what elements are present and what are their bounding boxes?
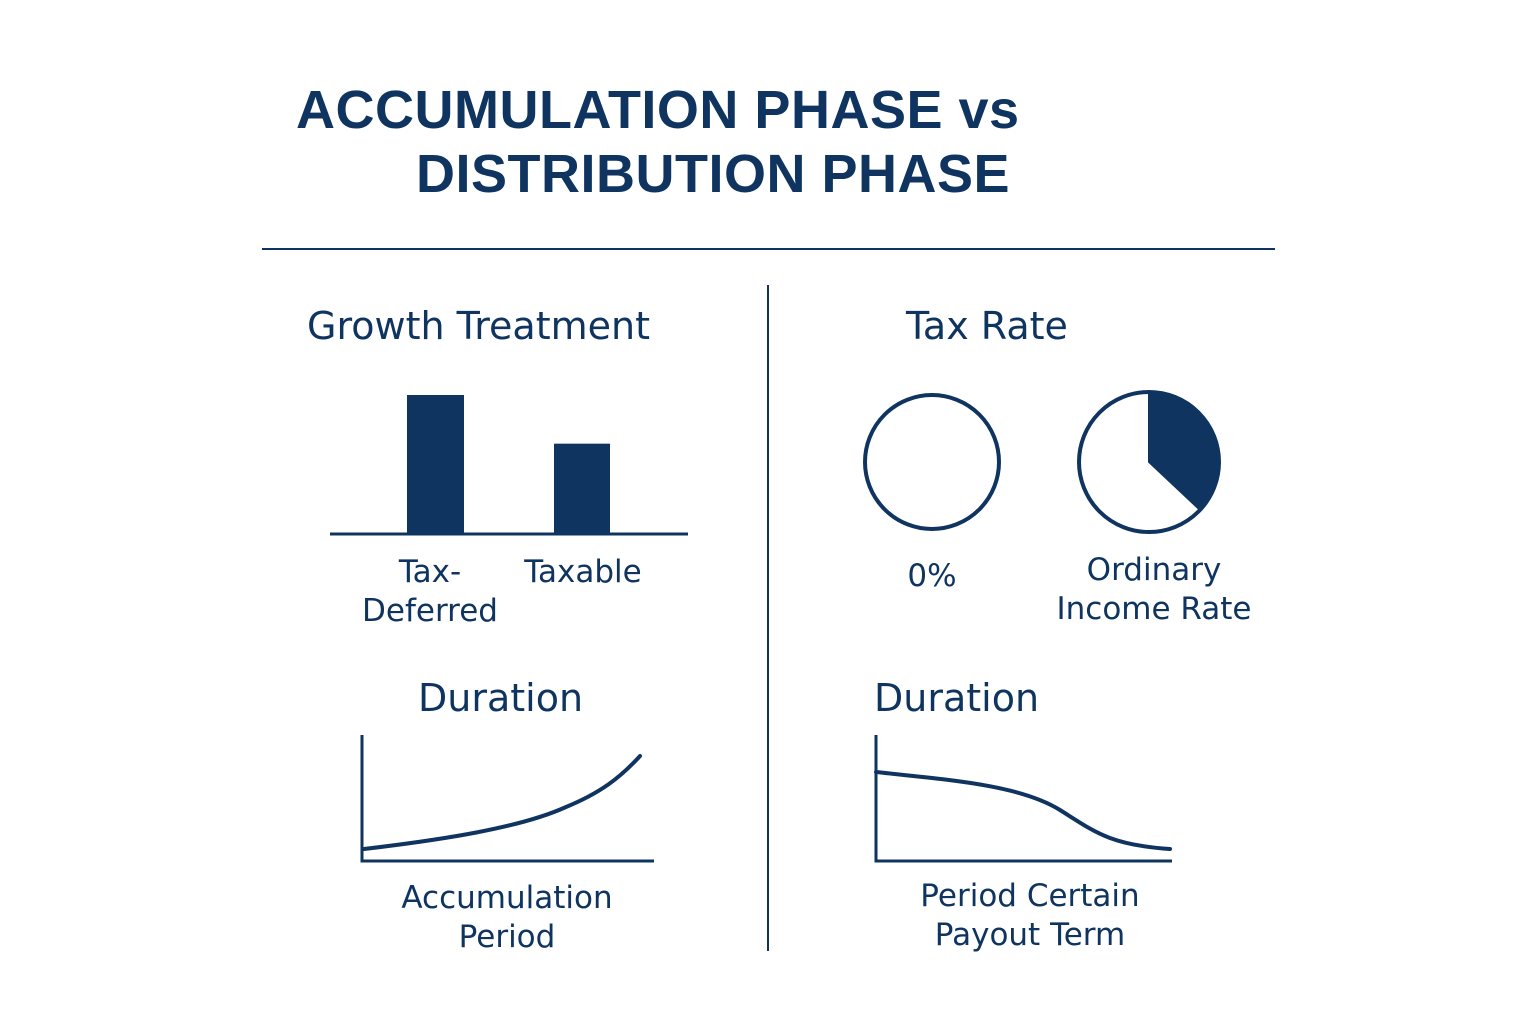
pie-label-ordinary-income: Ordinary Income Rate <box>1042 551 1266 629</box>
pie-zero-percent <box>863 393 1001 531</box>
duration-heading-accumulation: Duration <box>418 676 584 720</box>
bar-label-tax-deferred-line1: Tax- <box>398 554 462 590</box>
accumulation-duration-chart <box>360 735 654 863</box>
distribution-axes <box>874 735 1172 863</box>
pie-label-ordinary-income-line2: Income Rate <box>1056 591 1252 627</box>
diagram-title-line2: DISTRIBUTION PHASE <box>416 144 1011 204</box>
growth-bar-chart <box>330 395 688 536</box>
diagram-title-line1: ACCUMULATION PHASE vs <box>296 80 1020 140</box>
accumulation-axes <box>360 735 654 863</box>
pie-label-zero-percent: 0% <box>907 558 957 594</box>
duration-heading-distribution: Duration <box>874 676 1040 720</box>
title-divider <box>262 248 1275 250</box>
payout-term-label-line2: Payout Term <box>934 917 1126 953</box>
accumulation-period-label-line2: Period <box>458 919 556 955</box>
bar-taxable <box>554 443 610 534</box>
bar-label-tax-deferred-line2: Deferred <box>362 593 498 629</box>
payout-term-label: Period Certain Payout Term <box>896 877 1164 955</box>
distribution-decline-curve <box>874 770 1172 851</box>
accumulation-period-label: Accumulation Period <box>376 879 638 957</box>
distribution-duration-chart <box>874 735 1172 863</box>
bar-tax-deferred <box>407 395 464 534</box>
accumulation-period-label-line1: Accumulation <box>401 880 613 916</box>
tax-rate-pies <box>863 390 1221 534</box>
pie-label-ordinary-income-line1: Ordinary <box>1086 552 1222 588</box>
growth-treatment-heading: Growth Treatment <box>307 304 650 348</box>
pie-ordinary-income-slice <box>1148 390 1220 512</box>
payout-term-label-line1: Period Certain <box>920 878 1140 914</box>
tax-rate-heading: Tax Rate <box>906 304 1068 348</box>
accumulation-growth-curve <box>362 754 642 851</box>
bar-label-taxable: Taxable <box>524 554 642 590</box>
bar-label-tax-deferred: Tax- Deferred <box>352 553 508 631</box>
column-divider <box>767 285 769 951</box>
